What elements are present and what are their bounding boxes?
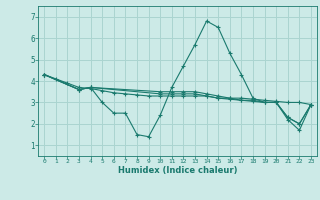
X-axis label: Humidex (Indice chaleur): Humidex (Indice chaleur) bbox=[118, 166, 237, 175]
